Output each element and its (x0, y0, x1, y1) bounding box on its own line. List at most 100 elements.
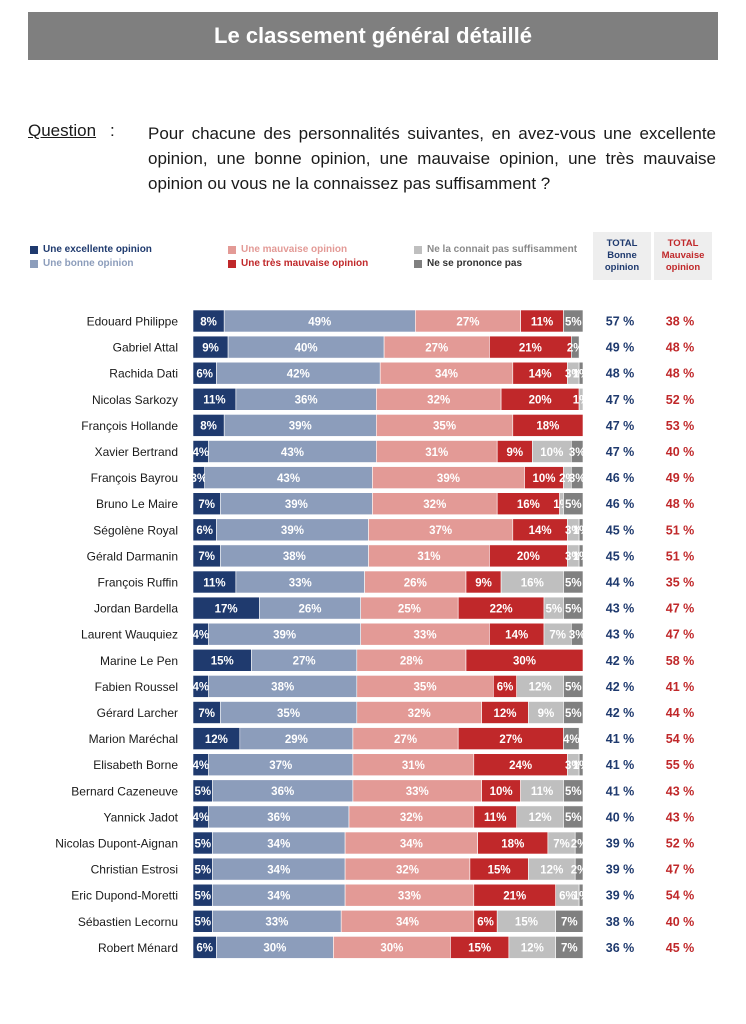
data-label-mauvaise: 33% (406, 786, 429, 798)
total-bad-value: 58 % (666, 654, 695, 668)
data-label-ne-se-prononce-pas: 3% (569, 447, 586, 459)
total-good-value: 43 % (606, 602, 635, 616)
total-good-value: 39 % (606, 889, 635, 903)
data-label-mauvaise: 27% (456, 316, 479, 328)
data-label-excellent: 6% (196, 369, 213, 381)
data-label-bonne: 36% (295, 395, 318, 407)
chart-row: Edouard Philippe 8% 49% 27% 11% 5% 57 % 38 % (87, 309, 695, 333)
data-label-bonne: 43% (277, 473, 300, 485)
row-label: Ségolène Royal (93, 523, 178, 537)
chart-row: Nicolas Dupont-Aignan 5% 34% 34% 18% 7% 2% 39 %… (55, 831, 694, 855)
question-label: Question (28, 121, 97, 140)
total-bad-value: 47 % (666, 602, 695, 616)
row-label: Marine Le Pen (100, 654, 178, 668)
data-label-tres-mauvaise: 24% (509, 760, 532, 772)
data-label-mauvaise: 32% (400, 812, 423, 824)
total-bad-value: 38 % (666, 315, 695, 329)
data-label-excellent: 12% (205, 734, 228, 746)
row-label: Nicolas Dupont-Aignan (55, 837, 178, 851)
question-text: Pour chacune des personnalités suivantes… (148, 124, 716, 193)
data-label-tres-mauvaise: 9% (506, 447, 523, 459)
legend-item-ne-connait-pas: Ne la connait pas suffisamment (414, 244, 577, 255)
data-label-bonne: 34% (267, 838, 290, 850)
legend-swatch-ne-se-prononce-pas (414, 259, 422, 268)
data-label-tres-mauvaise: 18% (536, 421, 559, 433)
data-label-ne-se-prononce-pas: 5% (565, 577, 582, 589)
data-label-tres-mauvaise: 30% (513, 656, 536, 668)
data-label-excellent: 5% (194, 917, 211, 929)
row-label: Sébastien Lecornu (78, 915, 178, 929)
data-label-excellent: 17% (215, 603, 238, 615)
row-label: Robert Ménard (98, 941, 178, 955)
data-label-ne-se-prononce-pas: 5% (565, 682, 582, 694)
data-label-mauvaise: 30% (380, 943, 403, 955)
data-label-ne-se-prononce-pas: 1% (573, 760, 590, 772)
data-label-excellent: 11% (203, 395, 225, 407)
data-label-ne-connait-pas: 3% (565, 369, 582, 381)
legend-label-bonne: Une bonne opinion (43, 258, 134, 269)
data-label-tres-mauvaise: 15% (468, 943, 491, 955)
row-label: Gabriel Attal (113, 341, 178, 355)
total-bad-header-line3: opinion (665, 262, 701, 273)
data-label-tres-mauvaise: 11% (484, 812, 506, 824)
chart-row: Gérald Darmanin 7% 38% 31% 20% 3%1% 45 % 51 % (87, 544, 694, 568)
data-label-excellent: 7% (198, 499, 215, 511)
total-good-value: 46 % (606, 497, 635, 511)
data-label-bonne: 39% (289, 421, 312, 433)
chart-row: Yannick Jadot 4% 36% 32% 11% 12% 5% 40 % 43 % (104, 805, 695, 829)
total-good-value: 42 % (606, 680, 635, 694)
data-label-tres-mauvaise: 15% (488, 864, 511, 876)
chart-row: Elisabeth Borne 4% 37% 31% 24% 3%1% 41 % 55 % (93, 753, 695, 777)
chart-row: Nicolas Sarkozy 11% 36% 32% 20% 1% 47 % 52 % (92, 387, 694, 411)
data-label-ne-se-prononce-pas: 2% (567, 342, 584, 354)
total-bad-value: 55 % (666, 758, 695, 772)
chart-row: Eric Dupond-Moretti 5% 34% 33% 21% 6%1% 39 % 54… (71, 883, 694, 907)
chart-row: Rachida Dati 6% 42% 34% 14% 3%1% 48 % 48 % (109, 361, 694, 385)
total-good-value: 36 % (606, 941, 635, 955)
bar-segment-ne-se-prononce-pas (578, 518, 584, 542)
data-label-ne-se-prononce-pas: 5% (565, 708, 582, 720)
data-label-ne-connait-pas: 6% (559, 891, 576, 903)
total-bad-value: 54 % (666, 732, 695, 746)
data-label-excellent: 5% (194, 891, 211, 903)
data-label-ne-se-prononce-pas: 5% (565, 786, 582, 798)
total-good-value: 45 % (606, 549, 635, 563)
total-good-value: 49 % (606, 341, 635, 355)
chart-row: Gabriel Attal 9% 40% 27% 21% 2% 49 % 48 % (113, 335, 694, 359)
bar-segment-ne-se-prononce-pas (578, 544, 584, 568)
chart-row: François Bayrou 3% 43% 39% 10% 2%3% 46 % 49 % (91, 466, 694, 489)
total-good-value: 46 % (606, 471, 635, 485)
data-label-bonne: 39% (273, 630, 296, 642)
data-label-mauvaise: 32% (408, 708, 431, 720)
row-label: Gérald Darmanin (87, 549, 178, 563)
total-good-value: 44 % (606, 576, 635, 590)
data-label-mauvaise: 33% (398, 891, 421, 903)
chart-row: Gérard Larcher 7% 35% 32% 12% 9% 5% 42 % 44 % (97, 701, 694, 724)
chart-row: Christian Estrosi 5% 34% 32% 15% 12% 2% 39 % 47 … (91, 857, 694, 881)
data-label-excellent: 5% (194, 864, 211, 876)
data-label-bonne: 42% (287, 369, 310, 381)
data-label-ne-se-prononce-pas: 5% (565, 499, 582, 511)
data-label-mauvaise: 35% (433, 421, 456, 433)
bar-segment-ne-se-prononce-pas (570, 335, 580, 359)
data-label-ne-connait-pas: 11% (531, 786, 553, 798)
bar-segment-ne-se-prononce-pas (563, 596, 584, 620)
total-bad-value: 43 % (666, 810, 695, 824)
data-label-excellent: 6% (196, 943, 213, 955)
bar-segment-ne-se-prononce-pas (555, 909, 584, 933)
data-label-mauvaise: 34% (396, 917, 419, 929)
row-label: Eric Dupond-Moretti (71, 889, 178, 903)
data-label-bonne: 34% (267, 891, 290, 903)
total-good-value: 41 % (606, 784, 635, 798)
legend-swatch-excellent (30, 245, 38, 254)
data-label-mauvaise: 33% (414, 630, 437, 642)
data-label-tres-mauvaise: 11% (531, 316, 553, 328)
chart-row: Fabien Roussel 4% 38% 35% 6% 12% 5% 42 % 41 % (95, 675, 694, 698)
bar-segment-ne-se-prononce-pas (563, 570, 584, 594)
bar-segment-ne-se-prononce-pas (570, 440, 584, 463)
chart-row: Marine Le Pen 15% 27% 28% 30% 42 % 58 % (100, 648, 695, 672)
chart-row: François Ruffin 11% 33% 26% 9% 16% 5% 44 % 35 % (98, 570, 694, 594)
data-label-excellent: 7% (198, 551, 215, 563)
page-title-banner: Le classement général détaillé (28, 12, 718, 60)
